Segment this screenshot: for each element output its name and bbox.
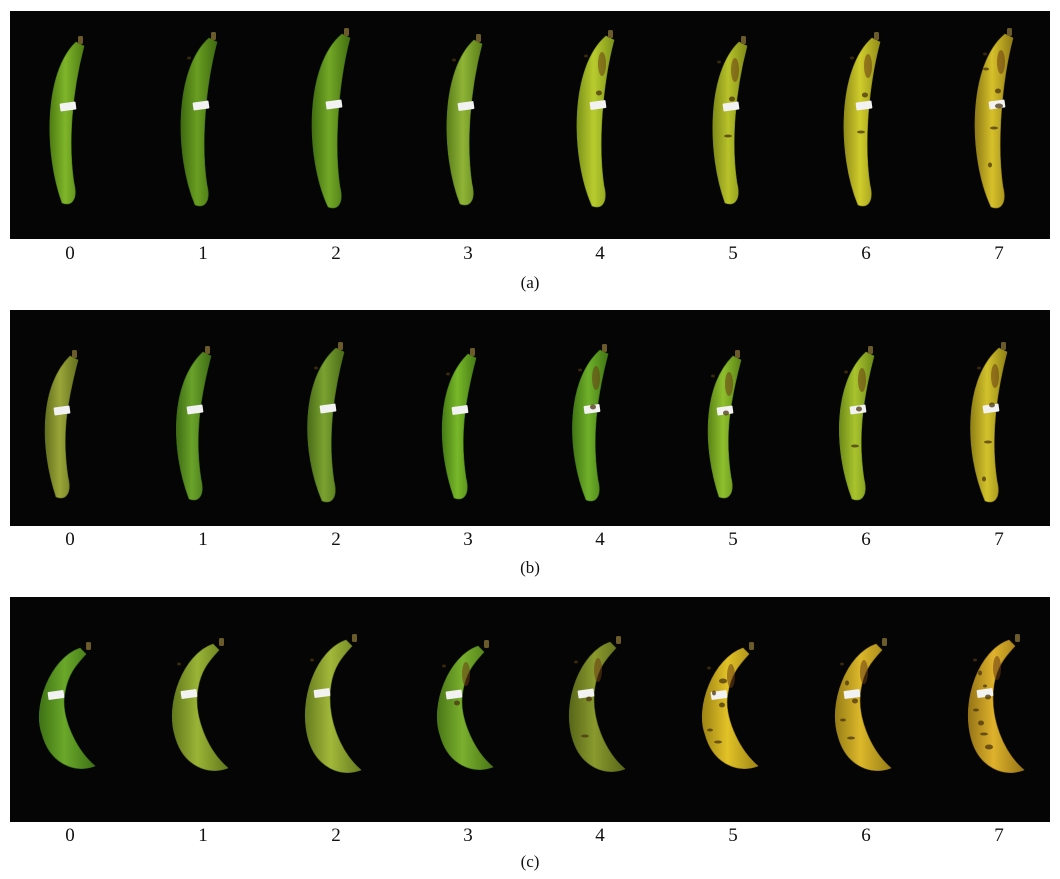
panel-a-photos xyxy=(49,28,1014,209)
stage-label: 5 xyxy=(728,825,738,846)
banana-photo xyxy=(568,636,626,772)
stage-label: 0 xyxy=(65,529,75,550)
panel-b-photo-strip xyxy=(10,310,1050,526)
stage-label: 7 xyxy=(994,529,1004,550)
panel-b-caption: (b) xyxy=(520,558,540,577)
banana-photo xyxy=(970,342,1008,503)
stage-label: 5 xyxy=(728,529,738,550)
banana-photo xyxy=(839,346,875,501)
banana-photo xyxy=(311,28,351,209)
stage-label: 1 xyxy=(198,529,208,550)
banana-photo xyxy=(171,638,229,771)
banana-photo xyxy=(967,634,1025,773)
banana-photo xyxy=(834,638,892,771)
banana-photo xyxy=(436,640,494,770)
panel-a-caption: (a) xyxy=(520,273,540,292)
stage-label: 6 xyxy=(861,825,871,846)
stage-label: 2 xyxy=(331,825,341,846)
stage-label: 4 xyxy=(595,529,605,550)
stage-label: 2 xyxy=(331,529,341,550)
stage-label: 3 xyxy=(463,825,473,846)
panel-c-photo-strip xyxy=(10,597,1050,822)
banana-photo xyxy=(576,30,615,208)
stage-label: 7 xyxy=(994,825,1004,846)
banana-photo xyxy=(176,346,212,501)
banana-photo xyxy=(180,32,218,207)
panel-c-photos xyxy=(38,634,1025,773)
banana-photo xyxy=(572,344,609,502)
stage-label: 3 xyxy=(463,529,473,550)
stage-label: 4 xyxy=(595,243,605,264)
stage-label: 4 xyxy=(595,825,605,846)
panel-a-stage-labels: 0 1 2 3 4 5 6 7 xyxy=(10,243,1050,265)
panel-b-stage-labels: 0 1 2 3 4 5 6 7 xyxy=(10,529,1050,551)
banana-photo xyxy=(49,36,85,205)
panel-b-photos xyxy=(44,342,1008,503)
stage-label: 0 xyxy=(65,825,75,846)
banana-photo xyxy=(712,36,748,205)
panel-a-photo-strip xyxy=(10,11,1050,239)
stage-label: 6 xyxy=(861,243,871,264)
banana-photo xyxy=(441,348,477,500)
stage-label: 2 xyxy=(331,243,341,264)
banana-photo xyxy=(304,634,362,773)
banana-photo xyxy=(974,28,1014,209)
panel-c-caption: (c) xyxy=(520,852,540,871)
stage-label: 1 xyxy=(198,825,208,846)
stage-label: 1 xyxy=(198,243,208,264)
banana-photo xyxy=(307,342,345,503)
banana-photo xyxy=(38,642,96,769)
banana-photo xyxy=(446,34,483,206)
stage-label: 0 xyxy=(65,243,75,264)
stage-label: 7 xyxy=(994,243,1004,264)
panel-c-stage-labels: 0 1 2 3 4 5 6 7 xyxy=(10,825,1050,847)
banana-photo xyxy=(44,350,79,499)
banana-photo xyxy=(701,642,759,769)
stage-label: 3 xyxy=(463,243,473,264)
banana-photo xyxy=(843,32,881,207)
banana-photo xyxy=(707,350,742,499)
stage-label: 5 xyxy=(728,243,738,264)
stage-label: 6 xyxy=(861,529,871,550)
